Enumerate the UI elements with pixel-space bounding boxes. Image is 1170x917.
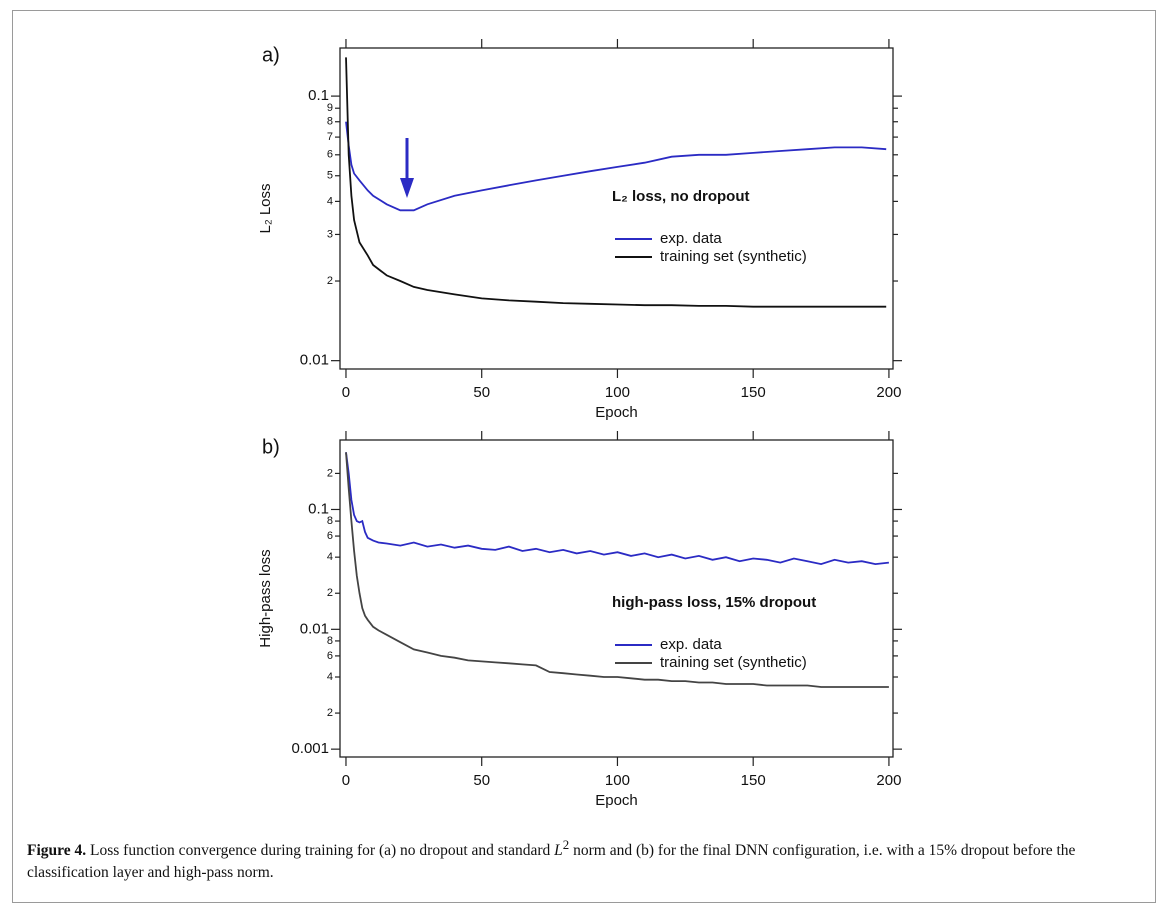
x-tick-label: 150 xyxy=(741,772,766,789)
legend-label: training set (synthetic) xyxy=(660,654,807,671)
x-tick-label: 200 xyxy=(876,772,901,789)
y-tick-label: 2 xyxy=(327,707,333,719)
annotation: high-pass loss, 15% dropout xyxy=(612,594,816,611)
caption-sup: 2 xyxy=(562,837,570,852)
y-axis-label: High-pass loss xyxy=(257,549,274,647)
figure-frame xyxy=(12,10,1156,903)
x-tick-label: 150 xyxy=(741,384,766,401)
y-tick-label: 2 xyxy=(327,587,333,599)
y-tick-label: 8 xyxy=(327,515,333,527)
x-tick-label: 50 xyxy=(473,384,490,401)
x-tick-label: 0 xyxy=(342,384,350,401)
series-line xyxy=(345,452,889,566)
y-tick-label: 4 xyxy=(327,195,333,207)
y-tick-label: 2 xyxy=(327,275,333,287)
series-line xyxy=(345,452,889,688)
y-tick-label: 0.1 xyxy=(308,500,329,517)
annotation: L₂ loss, no dropout xyxy=(612,188,749,205)
legend-label: exp. data xyxy=(660,636,722,653)
x-tick-label: 50 xyxy=(473,772,490,789)
y-tick-label: 0.1 xyxy=(308,87,329,104)
x-axis-label: Epoch xyxy=(595,404,638,421)
y-tick-label: 9 xyxy=(327,102,333,114)
x-tick-label: 0 xyxy=(342,772,350,789)
caption-label: Figure 4. xyxy=(27,842,87,860)
y-tick-label: 4 xyxy=(327,551,333,563)
panel-label: b) xyxy=(262,436,280,458)
y-tick-label: 6 xyxy=(327,650,333,662)
panel-label: a) xyxy=(262,44,280,66)
y-tick-label: 8 xyxy=(327,116,333,128)
x-tick-label: 100 xyxy=(605,772,630,789)
y-tick-label: 7 xyxy=(327,131,333,143)
caption-text: Loss function convergence during trainin… xyxy=(86,842,555,860)
series-line xyxy=(345,121,887,212)
y-tick-label: 2 xyxy=(327,467,333,479)
legend-label: training set (synthetic) xyxy=(660,248,807,265)
x-axis-label: Epoch xyxy=(595,792,638,809)
series-line xyxy=(345,57,887,308)
y-tick-label: 3 xyxy=(327,228,333,240)
y-tick-label: 5 xyxy=(327,170,333,182)
plot-frame xyxy=(339,439,894,758)
arrow-head xyxy=(400,178,414,198)
y-tick-label: 8 xyxy=(327,635,333,647)
y-tick-label: 0.01 xyxy=(300,352,329,369)
y-tick-label: 6 xyxy=(327,149,333,161)
x-tick-label: 200 xyxy=(876,384,901,401)
caption-text: norm and (b) for the final DNN configura… xyxy=(27,842,1076,882)
caption-symbol: L xyxy=(554,842,563,860)
figure-caption: Figure 4. Loss function convergence duri… xyxy=(27,834,1142,884)
y-tick-label: 0.01 xyxy=(300,620,329,637)
y-tick-label: 6 xyxy=(327,530,333,542)
plot-frame xyxy=(339,47,894,370)
x-tick-label: 100 xyxy=(605,384,630,401)
y-tick-label: 4 xyxy=(327,671,333,683)
y-tick-label: 0.001 xyxy=(291,740,329,757)
legend-label: exp. data xyxy=(660,230,722,247)
y-axis-label: L₂ Loss xyxy=(257,183,274,233)
